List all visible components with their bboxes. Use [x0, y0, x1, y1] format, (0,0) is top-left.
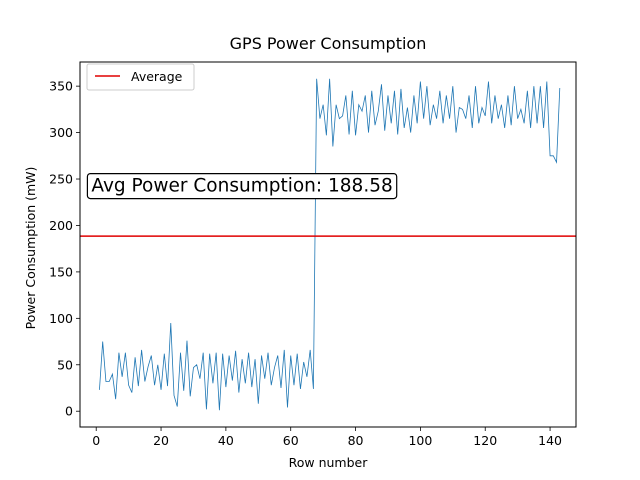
- x-tick-label-100: 100: [408, 433, 432, 448]
- legend: Average: [86, 63, 195, 91]
- chart-title: GPS Power Consumption: [230, 34, 427, 53]
- y-tick-label-50: 50: [57, 357, 73, 372]
- y-axis-label: Power Consumption (mW): [23, 167, 38, 330]
- axes-frame: [79, 61, 577, 428]
- legend-label-average: Average: [131, 69, 183, 84]
- x-tick-label-40: 40: [218, 433, 234, 448]
- axes: 0 20 40 60 80 100 120 140 0 50 100 150 200 250 300 350: [49, 61, 577, 448]
- x-tick-label-140: 140: [538, 433, 562, 448]
- x-tick-label-120: 120: [473, 433, 497, 448]
- plot-area: [80, 78, 576, 411]
- annotation-box: Avg Power Consumption: 188.58: [86, 173, 398, 200]
- x-tick-label-0: 0: [92, 433, 100, 448]
- x-axis-label: Row number: [289, 455, 369, 470]
- annotation-text: Avg Power Consumption: 188.58: [91, 176, 392, 197]
- y-tick-label-300: 300: [49, 125, 73, 140]
- series-line-0: [99, 78, 561, 411]
- y-tick-label-350: 350: [49, 79, 73, 94]
- legend-frame: [86, 63, 195, 91]
- annotation-frame: [86, 173, 398, 200]
- x-tick-label-60: 60: [283, 433, 299, 448]
- y-tick-label-0: 0: [65, 404, 73, 419]
- y-tick-label-250: 250: [49, 172, 73, 187]
- x-tick-label-80: 80: [348, 433, 364, 448]
- y-tick-label-150: 150: [49, 264, 73, 279]
- x-tick-label-20: 20: [153, 433, 169, 448]
- y-tick-label-200: 200: [49, 218, 73, 233]
- y-tick-label-100: 100: [49, 311, 73, 326]
